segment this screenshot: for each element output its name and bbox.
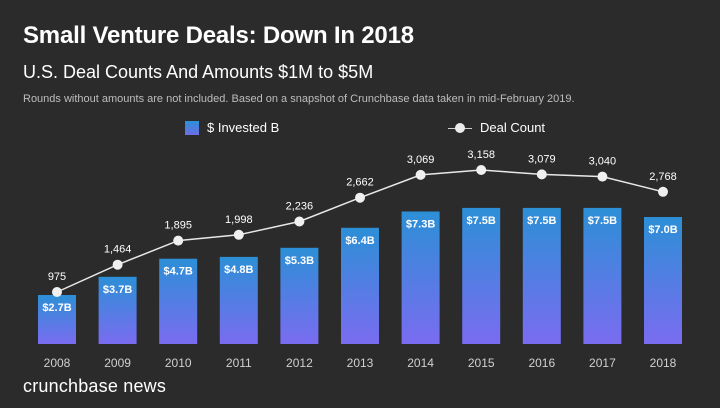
deal-count-point-2010 bbox=[173, 235, 184, 246]
bar-label-2014: $7.3B bbox=[406, 219, 435, 231]
x-tick-2013: 2013 bbox=[347, 356, 374, 370]
legend-dot-swatch bbox=[448, 121, 472, 135]
bar-2009 bbox=[98, 276, 137, 344]
deal-count-point-2014 bbox=[415, 169, 426, 180]
legend-invested: $ Invested B bbox=[185, 120, 279, 135]
bar-series bbox=[38, 207, 682, 344]
x-tick-2010: 2010 bbox=[165, 356, 192, 370]
bar-2012 bbox=[280, 247, 319, 344]
x-axis: 2008 2009 2010 2011 2012 2013 2014 2015 2016 2017… bbox=[44, 356, 677, 370]
bar-2011 bbox=[219, 256, 258, 344]
deal-count-point-2015 bbox=[476, 165, 487, 175]
deal-count-point-2008 bbox=[52, 287, 62, 297]
chart-note: Rounds without amounts are not included.… bbox=[23, 93, 575, 105]
bar-2017 bbox=[583, 207, 622, 344]
deal-count-series: 975 1,464 1,895 1,998 2,236 2,662 3,069 3,158 3,… bbox=[48, 149, 677, 297]
legend-deal-count-label: Deal Count bbox=[480, 120, 546, 135]
chart-subtitle: U.S. Deal Counts And Amounts $1M to $5M bbox=[23, 62, 374, 82]
deal-count-label-2014: 3,069 bbox=[407, 154, 435, 166]
bar-label-2008: $2.7B bbox=[42, 302, 71, 314]
bar-labels: $2.7B $3.7B $4.7B $4.8B $5.3B $6.4B $7.3B $7.5B… bbox=[42, 215, 677, 314]
x-tick-2014: 2014 bbox=[407, 356, 434, 370]
deal-count-label-2015: 3,158 bbox=[467, 149, 495, 161]
deal-count-label-2017: 3,040 bbox=[589, 156, 617, 168]
brand-logo: crunchbase news bbox=[23, 376, 167, 396]
x-tick-2011: 2011 bbox=[226, 356, 252, 370]
bar-2016 bbox=[522, 207, 561, 344]
bar-label-2016: $7.5B bbox=[527, 215, 556, 227]
deal-count-label-2009: 1,464 bbox=[104, 244, 132, 256]
legend-bar-swatch bbox=[185, 120, 199, 135]
deal-count-point-2012 bbox=[294, 216, 305, 227]
legend-invested-label: $ Invested B bbox=[207, 120, 280, 135]
deal-count-label-2010: 1,895 bbox=[164, 220, 192, 232]
deal-count-point-2013 bbox=[355, 192, 365, 203]
bar-label-2012: $5.3B bbox=[285, 255, 314, 267]
deal-count-label-2012: 2,236 bbox=[286, 201, 314, 213]
bar-2018 bbox=[644, 217, 682, 344]
bar-label-2017: $7.5B bbox=[588, 215, 617, 227]
x-tick-2016: 2016 bbox=[528, 356, 555, 370]
bar-label-2009: $3.7B bbox=[103, 284, 132, 296]
deal-count-label-2011: 1,998 bbox=[225, 214, 253, 226]
x-tick-2018: 2018 bbox=[650, 356, 677, 370]
x-tick-2015: 2015 bbox=[468, 356, 495, 370]
deal-count-point-2011 bbox=[233, 229, 244, 240]
x-tick-2012: 2012 bbox=[286, 356, 313, 370]
x-tick-2009: 2009 bbox=[104, 356, 131, 370]
bar-2015 bbox=[462, 207, 501, 344]
bar-label-2018: $7.0B bbox=[648, 224, 677, 236]
deal-count-point-2017 bbox=[597, 171, 608, 182]
bar-2014 bbox=[401, 211, 440, 344]
deal-count-point-2009 bbox=[112, 259, 123, 270]
deal-count-label-2016: 3,079 bbox=[528, 153, 556, 165]
bar-2013 bbox=[341, 227, 379, 344]
legend-deal-count: Deal Count bbox=[448, 120, 545, 135]
bar-2010 bbox=[159, 258, 198, 344]
deal-count-label-2013: 2,662 bbox=[346, 177, 374, 189]
deal-count-label-2018: 2,768 bbox=[649, 171, 677, 183]
bar-label-2010: $4.7B bbox=[164, 266, 193, 278]
deal-count-point-2018 bbox=[658, 186, 668, 197]
x-tick-2008: 2008 bbox=[44, 356, 71, 370]
bar-label-2011: $4.8B bbox=[224, 264, 253, 276]
bar-label-2015: $7.5B bbox=[467, 215, 496, 227]
x-tick-2017: 2017 bbox=[589, 356, 616, 370]
deal-count-label-2008: 975 bbox=[48, 271, 66, 283]
bar-label-2013: $6.4B bbox=[345, 235, 374, 247]
chart-title: Small Venture Deals: Down In 2018 bbox=[23, 22, 414, 49]
deal-count-point-2016 bbox=[536, 169, 547, 180]
bar-2008 bbox=[38, 295, 76, 344]
